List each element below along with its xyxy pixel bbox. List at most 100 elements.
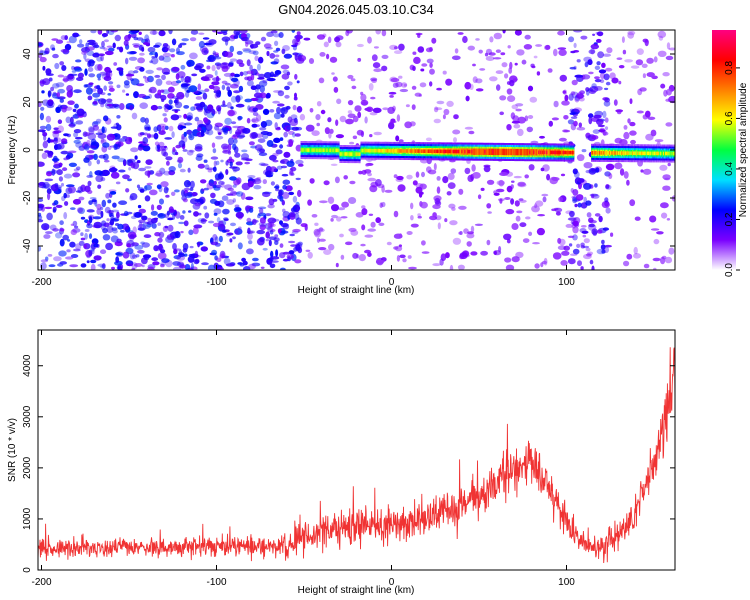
noise-blob <box>52 83 60 89</box>
noise-blob <box>515 215 521 222</box>
noise-blob <box>172 212 176 220</box>
noise-blob <box>110 30 119 33</box>
noise-blob <box>662 72 670 77</box>
tone-segment <box>564 150 566 155</box>
noise-blob <box>122 251 130 259</box>
noise-blob <box>284 94 290 99</box>
noise-blob <box>381 54 389 60</box>
noise-blob <box>235 31 240 36</box>
noise-blob <box>282 179 291 185</box>
noise-blob <box>128 167 132 171</box>
noise-blob <box>226 101 232 109</box>
tone-segment <box>593 151 595 155</box>
noise-blob <box>461 250 470 258</box>
noise-blob <box>131 267 136 270</box>
tone-segment <box>383 149 385 153</box>
noise-blob <box>479 68 486 71</box>
noise-blob <box>56 92 61 98</box>
noise-blob <box>247 180 254 188</box>
noise-blob <box>356 129 364 136</box>
noise-blob <box>248 263 256 270</box>
noise-blob <box>568 36 575 43</box>
noise-blob <box>64 35 68 41</box>
noise-blob <box>229 238 233 243</box>
noise-blob <box>190 198 199 205</box>
noise-blob <box>576 154 585 162</box>
noise-blob <box>331 72 335 75</box>
noise-blob <box>233 90 241 94</box>
noise-blob <box>135 254 140 258</box>
noise-blob <box>168 99 173 105</box>
noise-blob <box>445 78 453 86</box>
tone-segment <box>335 148 337 153</box>
tone-segment <box>372 148 374 153</box>
noise-blob <box>157 89 162 96</box>
noise-blob <box>657 50 667 57</box>
noise-blob <box>348 197 357 204</box>
noise-blob <box>398 43 405 51</box>
noise-blob <box>593 114 602 119</box>
tone-segment <box>394 149 396 153</box>
noise-blob <box>197 107 203 113</box>
noise-blob <box>296 35 301 43</box>
noise-blob <box>121 223 130 230</box>
tone-segment <box>328 148 330 153</box>
noise-blob <box>265 238 270 242</box>
noise-blob <box>235 103 245 108</box>
noise-blob <box>77 186 84 194</box>
tone-segment <box>378 148 380 153</box>
noise-blob <box>269 166 277 173</box>
noise-blob <box>158 243 163 251</box>
noise-blob <box>350 78 356 82</box>
noise-blob <box>588 223 595 228</box>
y-tick-label: 1000 <box>22 507 33 530</box>
noise-blob <box>668 47 675 51</box>
tone-segment <box>337 148 339 153</box>
noise-blob <box>548 120 553 127</box>
noise-blob <box>604 117 609 123</box>
noise-blob <box>64 43 72 51</box>
noise-blob <box>629 98 633 105</box>
noise-blob <box>94 170 103 176</box>
noise-blob <box>444 218 448 223</box>
noise-blob <box>281 73 290 80</box>
tone-segment <box>379 149 381 153</box>
tone-segment <box>624 151 626 155</box>
tone-segment <box>421 149 423 153</box>
noise-blob <box>388 91 397 95</box>
noise-blob <box>44 47 50 55</box>
tone-segment <box>304 148 306 152</box>
tone-segment <box>455 149 457 154</box>
noise-blob <box>319 200 328 204</box>
tone-segment <box>544 150 546 155</box>
tone-segment <box>620 151 622 155</box>
noise-blob <box>335 134 344 139</box>
tone-segment <box>310 148 312 152</box>
noise-blob <box>122 159 127 167</box>
noise-blob <box>122 174 130 180</box>
noise-blob <box>499 172 509 176</box>
tone-segment <box>438 149 440 154</box>
noise-blob <box>493 192 500 196</box>
noise-blob <box>207 264 216 270</box>
noise-blob <box>226 232 234 236</box>
noise-blob <box>588 116 593 125</box>
noise-blob <box>560 260 568 266</box>
noise-blob <box>337 207 346 211</box>
tone-segment <box>645 151 647 156</box>
noise-blob <box>500 52 506 56</box>
noise-blob <box>80 263 87 268</box>
noise-blob <box>413 56 421 64</box>
tone-segment <box>410 149 412 153</box>
tone-segment <box>611 151 613 155</box>
noise-blob <box>429 62 433 68</box>
tone-segment <box>384 149 386 153</box>
noise-blob <box>573 42 577 49</box>
noise-blob <box>88 82 94 86</box>
noise-blob <box>472 76 478 84</box>
tone-segment <box>605 151 607 155</box>
noise-blob <box>100 249 107 254</box>
noise-blob <box>86 139 91 147</box>
noise-blob <box>292 104 297 111</box>
noise-blob <box>227 143 232 151</box>
